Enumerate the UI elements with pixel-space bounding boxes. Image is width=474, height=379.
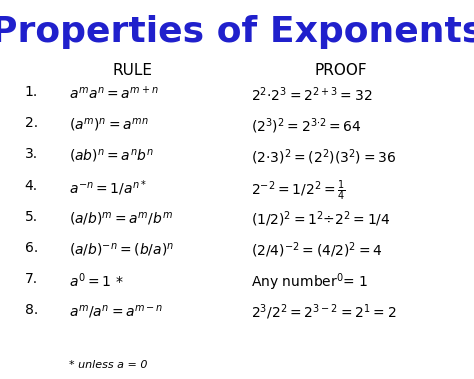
Text: $(ab)^n = a^nb^n$: $(ab)^n = a^nb^n$ <box>69 147 154 164</box>
Text: $(a/b)^{-n} = (b/a)^n$: $(a/b)^{-n} = (b/a)^n$ <box>69 241 174 258</box>
Text: 6.: 6. <box>25 241 38 255</box>
Text: 2.: 2. <box>25 116 38 130</box>
Text: Properties of Exponents: Properties of Exponents <box>0 15 474 49</box>
Text: $a^{-n} = 1/a^{n*}$: $a^{-n} = 1/a^{n*}$ <box>69 179 147 198</box>
Text: Any number$^0$= 1: Any number$^0$= 1 <box>251 272 369 293</box>
Text: 1.: 1. <box>25 85 38 99</box>
Text: 7.: 7. <box>25 272 38 286</box>
Text: PROOF: PROOF <box>315 63 368 78</box>
Text: $(a^m)^n = a^{mn}$: $(a^m)^n = a^{mn}$ <box>69 116 148 133</box>
Text: $2^{-2} = 1/2^2 = \frac{1}{4}$: $2^{-2} = 1/2^2 = \frac{1}{4}$ <box>251 179 346 203</box>
Text: $2^2{\cdot}2^3 = 2^{2+3} = 32$: $2^2{\cdot}2^3 = 2^{2+3} = 32$ <box>251 85 373 104</box>
Text: $(2/4)^{-2} = (4/2)^2 = 4$: $(2/4)^{-2} = (4/2)^2 = 4$ <box>251 241 383 260</box>
Text: $(1/2)^2 = 1^2{\div}2^2 = 1/4$: $(1/2)^2 = 1^2{\div}2^2 = 1/4$ <box>251 210 391 229</box>
Text: 3.: 3. <box>25 147 38 161</box>
Text: 5.: 5. <box>25 210 38 224</box>
Text: 8.: 8. <box>25 303 38 317</box>
Text: $(2{\cdot}3)^2 = (2^2)(3^2) = 36$: $(2{\cdot}3)^2 = (2^2)(3^2) = 36$ <box>251 147 396 167</box>
Text: RULE: RULE <box>113 63 153 78</box>
Text: $a^m/a^n = a^{m-n}$: $a^m/a^n = a^{m-n}$ <box>69 303 163 320</box>
Text: $a^0 = 1$ *: $a^0 = 1$ * <box>69 272 123 290</box>
Text: $(a/b)^m = a^m/b^m$: $(a/b)^m = a^m/b^m$ <box>69 210 173 227</box>
Text: * unless a = 0: * unless a = 0 <box>69 360 147 370</box>
Text: $2^3/2^2 = 2^{3-2} = 2^1 = 2$: $2^3/2^2 = 2^{3-2} = 2^1 = 2$ <box>251 303 397 323</box>
Text: $a^ma^n = a^{m+n}$: $a^ma^n = a^{m+n}$ <box>69 85 158 103</box>
Text: 4.: 4. <box>25 179 38 193</box>
Text: $(2^3)^2 = 2^{3{\cdot}2} = 64$: $(2^3)^2 = 2^{3{\cdot}2} = 64$ <box>251 116 362 136</box>
